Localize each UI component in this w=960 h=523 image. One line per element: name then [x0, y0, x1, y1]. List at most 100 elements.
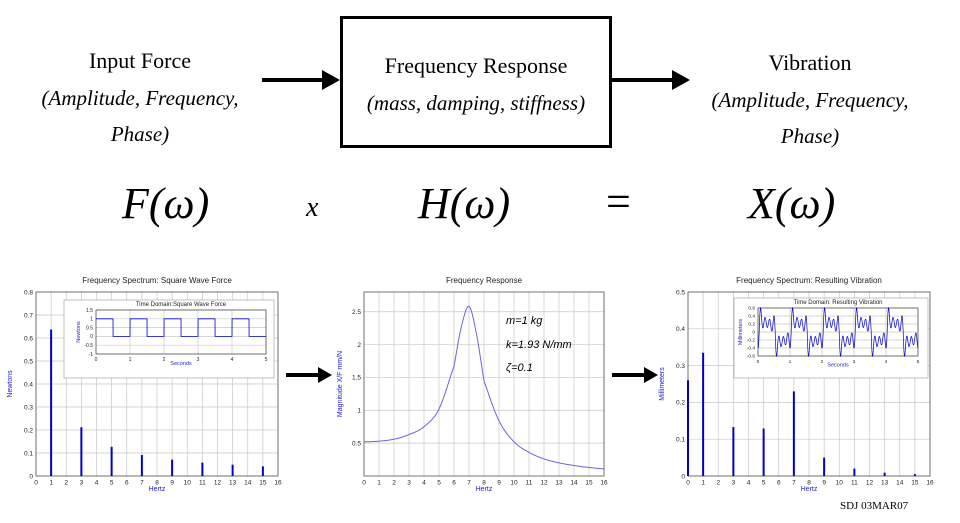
x-tick-label: 0	[34, 480, 38, 487]
chart-title: Frequency Response	[446, 276, 523, 285]
x-tick-label: 2	[163, 357, 166, 363]
inset-panel	[63, 299, 275, 379]
x-tick-label: 14	[896, 480, 904, 487]
y-tick-label: 0.2	[748, 322, 755, 328]
chart-title: Frequency Spectrum: Resulting Vibration	[736, 276, 882, 285]
y-tick-label: 0.4	[676, 326, 685, 333]
plot-frame	[95, 309, 267, 355]
chart-force-spectrum: 0 1 2 3 4 5 6 7 8 9 10 11 12 13 14 15 1600.10.20.30.40.5…	[7, 276, 282, 493]
x-axis-label: Hertz	[149, 486, 166, 493]
x-tick-label: 6	[777, 480, 781, 487]
x-tick-label: 8	[155, 480, 159, 487]
equation-force: F(ω)	[122, 179, 210, 228]
x-tick-label: 7	[792, 480, 796, 487]
y-axis-label: Millimeters	[738, 319, 744, 346]
x-tick-label: 10	[510, 480, 518, 487]
x-tick-label: 4	[747, 480, 751, 487]
x-tick-label: 11	[199, 480, 206, 487]
y-tick-label: -0.6	[747, 354, 756, 360]
y-tick-label: 1	[90, 317, 93, 323]
x-tick-label: 3	[197, 357, 200, 363]
param-mass: m=1 kg	[506, 315, 543, 327]
input-force-title: Input Force	[88, 48, 192, 73]
param-stiffness: k=1.93 N/mm	[506, 339, 572, 351]
frequency-response-params: (mass, damping, stiffness)	[366, 91, 586, 115]
x-tick-label: 4	[95, 480, 99, 487]
y-axis-label: Newtons	[7, 370, 14, 398]
x-tick-label: 8	[482, 480, 486, 487]
y-tick-label: 0.3	[24, 404, 33, 411]
x-tick-label: 8	[807, 480, 811, 487]
x-tick-label: 3	[407, 480, 411, 487]
y-tick-label: -0.5	[84, 343, 93, 349]
y-tick-label: 0.5	[352, 440, 361, 447]
y-tick-label: 0.2	[676, 400, 685, 407]
x-tick-label: 10	[836, 480, 844, 487]
x-tick-label: 7	[467, 480, 471, 487]
x-tick-label: 4	[422, 480, 426, 487]
y-tick-label: 1.5	[352, 375, 361, 382]
y-tick-label: 0.4	[748, 314, 755, 320]
frequency-response-box: Frequency Response (mass, damping, stiff…	[340, 16, 612, 148]
y-tick-label: 0.8	[24, 289, 33, 296]
equation-times: x	[306, 192, 319, 223]
y-tick-label: 0.6	[748, 306, 755, 312]
x-tick-label: 1	[129, 357, 132, 363]
frequency-response-title: Frequency Response	[384, 53, 568, 78]
y-tick-label: 0	[681, 473, 685, 480]
x-tick-label: 6	[452, 480, 456, 487]
x-tick-label: 11	[851, 480, 858, 487]
equation-response: H(ω)	[418, 179, 511, 228]
y-tick-label: -0.4	[747, 346, 756, 352]
x-tick-label: 9	[822, 480, 826, 487]
chart-title: Frequency Spectrum: Square Wave Force	[82, 276, 232, 285]
x-tick-label: 15	[911, 480, 919, 487]
equation-vibration: X(ω)	[748, 179, 836, 228]
x-axis-label: Hertz	[476, 486, 493, 493]
x-tick-label: 13	[229, 480, 237, 487]
x-tick-label: 1	[701, 480, 705, 487]
x-tick-label: 16	[926, 480, 934, 487]
y-axis-label: Magnitude X/F mm/N	[337, 351, 344, 417]
y-tick-label: 2.5	[352, 309, 361, 316]
x-tick-label: 15	[259, 480, 267, 487]
input-force-params: (Amplitude, Frequency,	[41, 86, 239, 110]
plot-frame	[363, 291, 605, 477]
param-damping: ζ=0.1	[506, 362, 533, 374]
x-tick-label: 0	[95, 357, 98, 363]
x-tick-label: 5	[917, 359, 920, 365]
x-tick-label: 14	[244, 480, 252, 487]
plot-frame	[757, 307, 919, 357]
y-axis-label: Millimeters	[659, 367, 666, 401]
plot-frame	[35, 291, 279, 477]
x-tick-label: 4	[885, 359, 888, 365]
x-tick-label: 1	[377, 480, 381, 487]
y-tick-label: 0	[90, 334, 93, 340]
chart-title: Time Domain:Square Wave Force	[136, 302, 227, 308]
arrow-input-to-system	[262, 70, 340, 90]
x-tick-label: 13	[881, 480, 889, 487]
x-tick-label: 12	[540, 480, 548, 487]
x-tick-label: 10	[184, 480, 192, 487]
y-tick-label: 0	[752, 330, 755, 336]
y-tick-label: 0.4	[24, 381, 33, 388]
x-tick-label: 0	[686, 480, 690, 487]
inset-panel	[733, 297, 929, 379]
x-tick-label: 16	[274, 480, 282, 487]
arrow-chart1-to-chart2	[286, 367, 332, 383]
x-tick-label: 3	[853, 359, 856, 365]
x-tick-label: 2	[716, 480, 720, 487]
y-tick-label: 0.3	[676, 363, 685, 370]
y-tick-label: 2	[357, 342, 361, 349]
x-axis-label: Seconds	[170, 361, 192, 367]
y-tick-label: -1	[89, 352, 94, 358]
x-tick-label: 2	[821, 359, 824, 365]
y-tick-label: 0.6	[24, 335, 33, 342]
y-tick-label: 0.7	[24, 312, 33, 319]
square-wave-trace	[96, 318, 266, 337]
x-tick-label: 0	[757, 359, 760, 365]
equation-equals: =	[606, 177, 631, 226]
y-tick-label: 0	[29, 473, 33, 480]
chart-title: Time Domain: Resulting Vibration	[793, 300, 882, 306]
x-tick-label: 9	[170, 480, 174, 487]
